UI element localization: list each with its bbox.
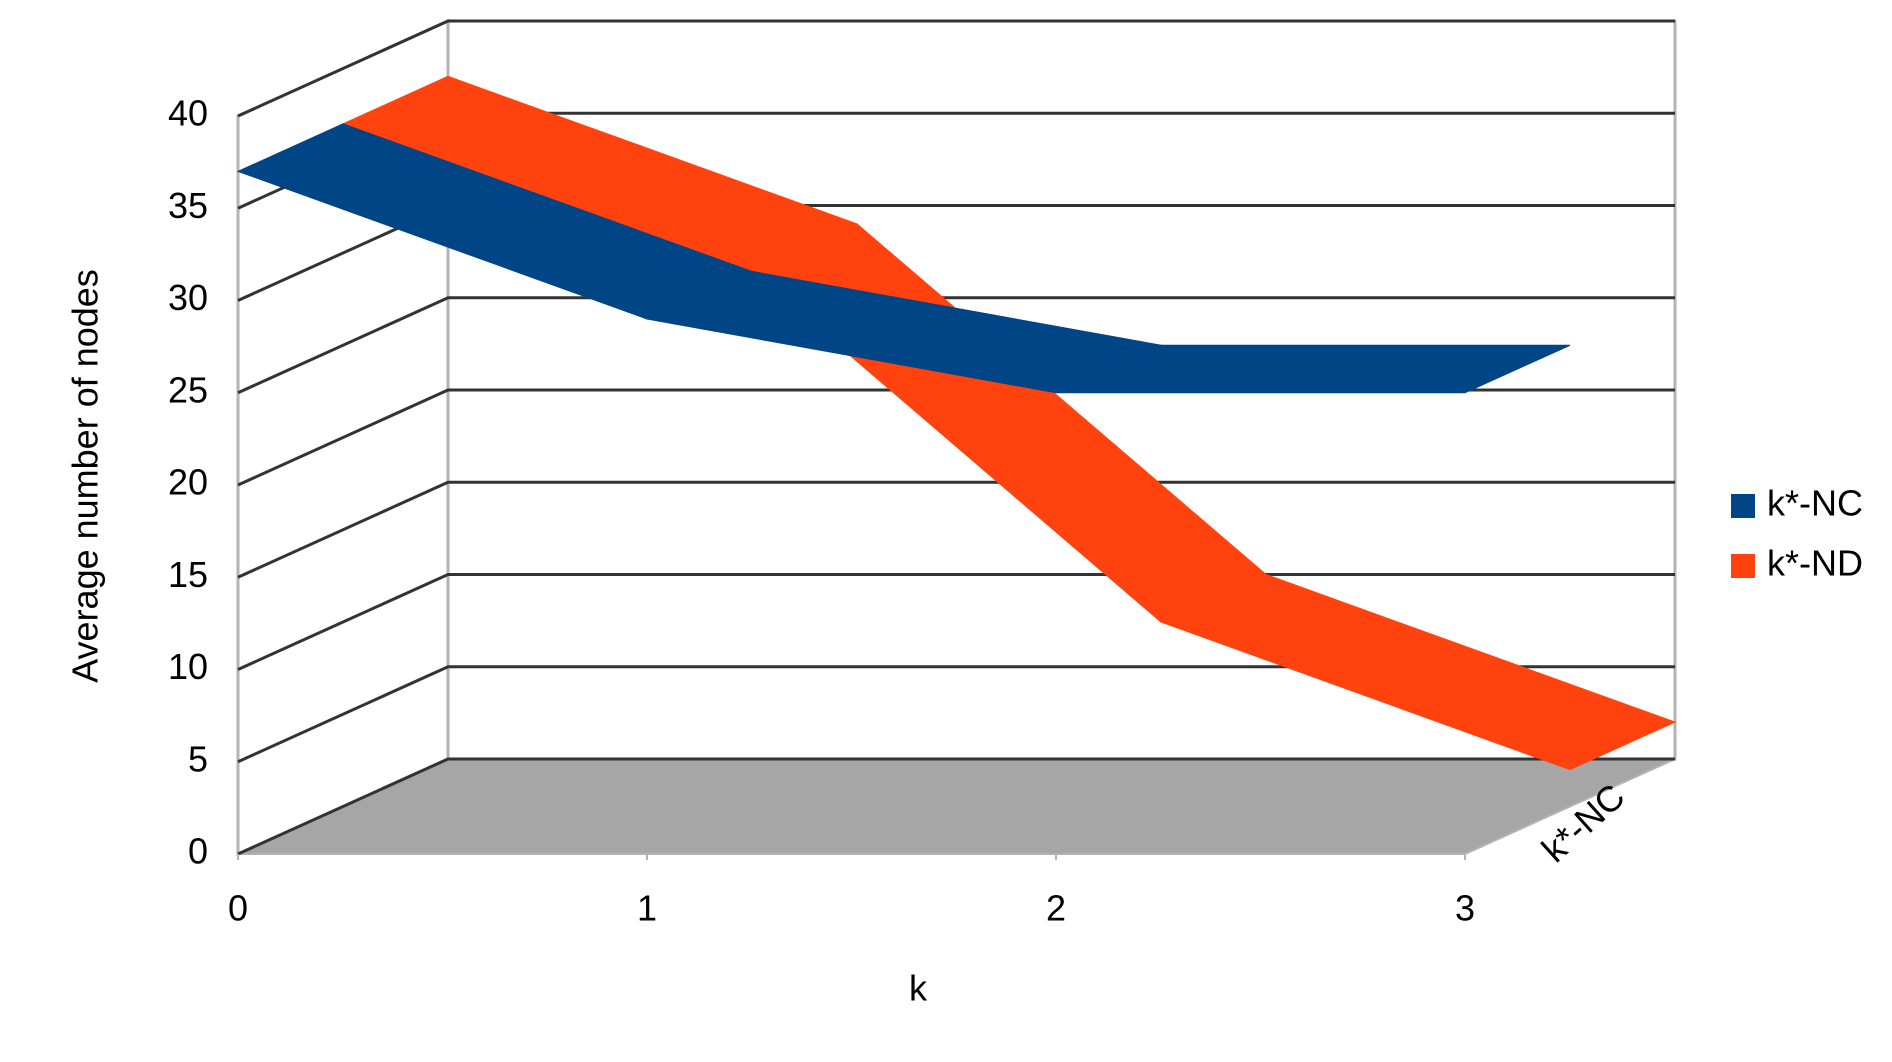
x-tick-label: 3	[1455, 888, 1475, 929]
y-axis-title: Average number of nodes	[65, 269, 106, 683]
x-tick-label: 2	[1046, 888, 1066, 929]
y-tick-label: 15	[168, 554, 208, 595]
y-tick-label: 20	[168, 462, 208, 503]
legend-label: k*-ND	[1767, 543, 1863, 584]
y-tick-label: 30	[168, 277, 208, 318]
x-axis-title: k	[909, 968, 928, 1009]
y-tick-label: 40	[168, 93, 208, 134]
grid-line	[237, 296, 1675, 395]
y-tick-label: 0	[188, 831, 208, 872]
legend-label: k*-NC	[1767, 483, 1863, 524]
floor	[237, 758, 1676, 855]
ribbon-segment	[1159, 573, 1677, 771]
grid-line	[237, 665, 1675, 764]
y-tick-label: 25	[168, 369, 208, 410]
y-tick-label: 5	[188, 738, 208, 779]
x-tick-label: 0	[228, 888, 248, 929]
ribbon-segment	[1055, 344, 1571, 394]
y-tick-label: 10	[168, 646, 208, 687]
grid-line	[237, 19, 1675, 118]
x-tick-label: 1	[637, 888, 657, 929]
legend-swatch	[1731, 494, 1755, 518]
grid-line	[237, 757, 1675, 856]
legend-swatch	[1731, 554, 1755, 578]
y-tick-label: 35	[168, 185, 208, 226]
grid-line	[237, 480, 1675, 579]
